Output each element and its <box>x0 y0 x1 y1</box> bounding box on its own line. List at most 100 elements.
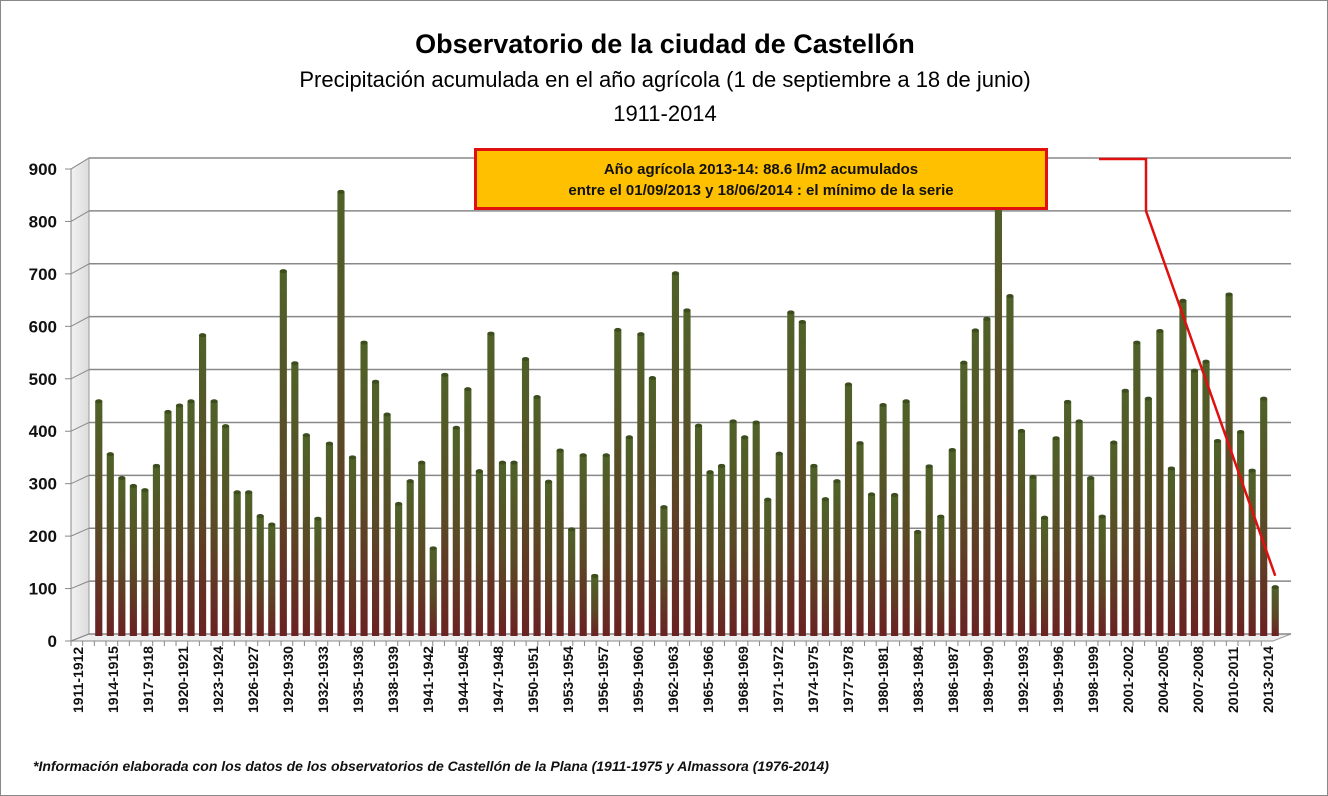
bar <box>948 449 956 636</box>
bar <box>106 454 114 636</box>
bar <box>498 462 507 636</box>
bar-cap <box>787 310 795 315</box>
bar-cap <box>1156 328 1164 333</box>
y-tick-label: 200 <box>29 527 57 546</box>
y-tick-label: 700 <box>29 265 57 284</box>
x-tick-label: 2013-2014 <box>1260 646 1276 713</box>
x-tick-label: 1950-1951 <box>525 646 541 713</box>
bar <box>1064 401 1072 636</box>
chart-subtitle: Precipitación acumulada en el año agríco… <box>299 67 1031 92</box>
bar-cap <box>1260 396 1268 401</box>
bar-cap <box>95 399 103 404</box>
bar <box>533 397 541 636</box>
bar <box>937 516 945 636</box>
bar-cap <box>671 271 680 276</box>
gridline-side <box>70 474 90 485</box>
bar <box>302 435 310 636</box>
bar-cap <box>279 269 287 274</box>
bar <box>902 401 910 636</box>
bar-cap <box>1202 359 1210 364</box>
bar <box>1075 421 1083 636</box>
bar <box>1179 300 1187 636</box>
x-tick-label: 2001-2002 <box>1120 646 1136 713</box>
bar-cap <box>429 546 437 551</box>
pointer-line <box>1099 157 1277 577</box>
bar <box>1121 390 1129 636</box>
bar-cap <box>821 497 829 502</box>
bar <box>648 378 656 636</box>
bar <box>395 503 403 636</box>
bar-cap <box>510 460 518 465</box>
x-tick-label: 1929-1930 <box>280 646 296 713</box>
bar-cap <box>579 453 587 458</box>
bar <box>867 494 876 636</box>
bar <box>418 462 426 636</box>
bar <box>625 437 633 636</box>
x-tick-label: 1992-1993 <box>1015 646 1031 713</box>
bar <box>971 330 979 636</box>
bar <box>1213 440 1222 636</box>
gridline-side <box>70 316 90 327</box>
bar-cap <box>729 419 737 424</box>
bar-cap <box>1237 429 1245 434</box>
bar-cap <box>1029 474 1037 479</box>
bar-cap <box>1040 515 1049 520</box>
bar <box>279 271 287 636</box>
bar-cap <box>406 479 414 484</box>
bar <box>879 404 887 636</box>
bar-cap <box>1190 368 1199 373</box>
footnote: *Información elaborada con los datos de … <box>33 758 829 774</box>
bar-cap <box>1225 292 1233 297</box>
bar-cap <box>879 402 887 407</box>
bar <box>579 455 587 636</box>
floor <box>70 633 1292 642</box>
bar <box>175 405 184 636</box>
gridline-side <box>70 527 90 537</box>
bar-cap <box>233 490 241 495</box>
bar-cap <box>706 470 714 475</box>
bar <box>233 492 241 636</box>
y-tick-label: 400 <box>29 422 57 441</box>
x-tick-label: 1926-1927 <box>245 646 261 713</box>
bar-cap <box>937 514 945 519</box>
bar-cap <box>106 452 114 457</box>
chart-period: 1911-2014 <box>613 101 717 126</box>
bar-cap <box>1248 468 1256 473</box>
bar-cap <box>810 463 818 468</box>
bar <box>210 401 218 636</box>
bar-cap <box>152 463 161 468</box>
bar <box>683 310 691 636</box>
bar-cap <box>556 448 564 453</box>
bar <box>568 529 576 636</box>
bar <box>729 421 737 636</box>
bar-cap <box>1179 298 1187 303</box>
bar <box>291 363 299 636</box>
bar-cap <box>914 529 922 534</box>
bar <box>314 518 322 636</box>
bar-cap <box>694 423 703 428</box>
bar <box>452 427 460 636</box>
bar-cap <box>395 501 403 506</box>
x-tick-label: 1911-1912 <box>70 647 86 713</box>
bar <box>891 494 899 636</box>
side-wall <box>70 157 90 642</box>
bar <box>833 481 841 636</box>
bar-cap <box>256 514 264 519</box>
bar-cap <box>1271 585 1279 590</box>
bar-cap <box>175 403 184 408</box>
bar <box>1202 361 1210 636</box>
bar-cap <box>198 333 207 338</box>
y-tick-label: 600 <box>29 317 57 336</box>
bar <box>337 191 345 637</box>
bar-cap <box>464 387 472 392</box>
bar <box>383 414 391 636</box>
bar <box>1087 477 1095 636</box>
bar-cap <box>902 399 910 404</box>
x-tick-label: 1959-1960 <box>630 646 646 713</box>
bar <box>1237 431 1245 636</box>
bar <box>1098 516 1106 636</box>
x-tick-label: 2007-2008 <box>1190 646 1206 713</box>
bar <box>187 401 195 636</box>
bar <box>718 465 726 636</box>
bar-cap <box>545 479 553 484</box>
